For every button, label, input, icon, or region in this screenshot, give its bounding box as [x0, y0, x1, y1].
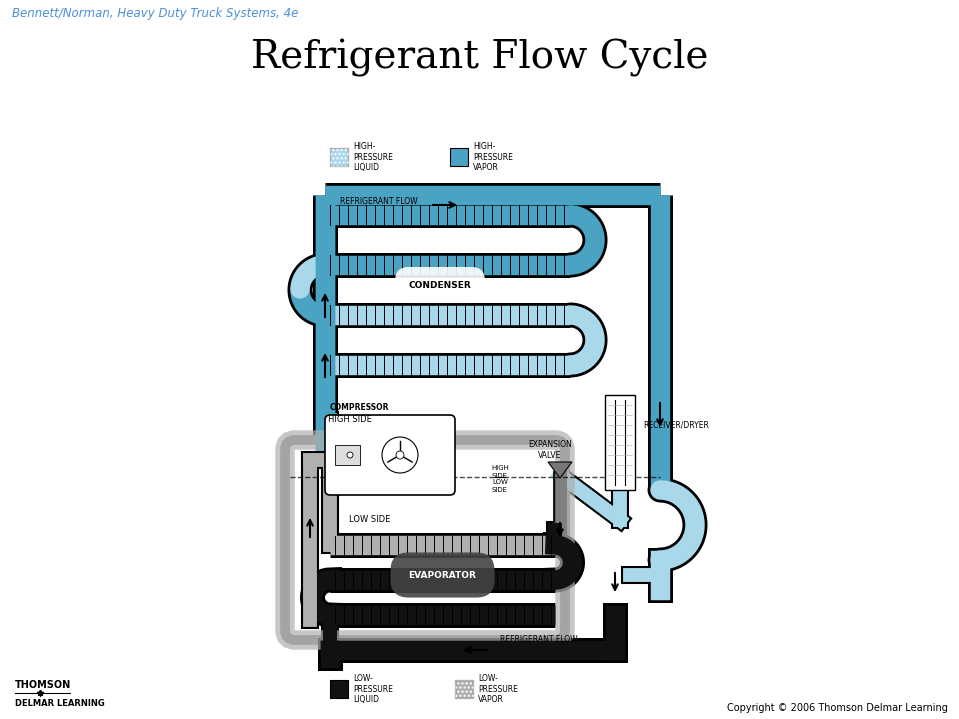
Circle shape: [382, 437, 418, 473]
Text: LOW-
PRESSURE
VAPOR: LOW- PRESSURE VAPOR: [478, 674, 518, 704]
Text: EXPANSION
VALVE: EXPANSION VALVE: [528, 440, 572, 459]
Text: REFRIGERANT FLOW: REFRIGERANT FLOW: [340, 198, 417, 206]
Text: HIGH-
PRESSURE
VAPOR: HIGH- PRESSURE VAPOR: [473, 142, 513, 172]
Text: HIGH SIDE: HIGH SIDE: [328, 416, 372, 424]
Bar: [455, 680, 473, 698]
Bar: [455, 680, 473, 698]
Circle shape: [347, 452, 353, 458]
Text: HIGH
SIDE: HIGH SIDE: [491, 465, 509, 479]
Bar: [330, 680, 348, 698]
Circle shape: [396, 451, 404, 459]
FancyBboxPatch shape: [285, 440, 565, 640]
Text: LOW-
PRESSURE
LIQUID: LOW- PRESSURE LIQUID: [353, 674, 393, 704]
Bar: [335, 445, 360, 465]
Text: RECEIVER/DRYER: RECEIVER/DRYER: [643, 421, 709, 429]
Text: HIGH-
PRESSURE
LIQUID: HIGH- PRESSURE LIQUID: [353, 142, 393, 172]
Text: LOW SIDE: LOW SIDE: [349, 516, 390, 524]
Text: COMPRESSOR: COMPRESSOR: [330, 403, 389, 413]
Text: THOMSON: THOMSON: [15, 680, 71, 690]
Text: Refrigerant Flow Cycle: Refrigerant Flow Cycle: [251, 39, 709, 77]
Bar: [450, 148, 468, 166]
FancyBboxPatch shape: [325, 415, 455, 495]
Text: CONDENSER: CONDENSER: [409, 280, 472, 290]
Text: REFRIGERANT FLOW: REFRIGERANT FLOW: [500, 636, 577, 644]
Text: EVAPORATOR: EVAPORATOR: [409, 570, 477, 580]
Bar: [330, 148, 348, 166]
Text: LOW
SIDE: LOW SIDE: [492, 480, 508, 493]
Text: Copyright © 2006 Thomson Delmar Learning: Copyright © 2006 Thomson Delmar Learning: [727, 703, 948, 713]
Bar: [330, 148, 348, 166]
Bar: [605, 395, 635, 490]
Text: DELMAR LEARNING: DELMAR LEARNING: [15, 698, 105, 707]
Text: Bennett/Norman, Heavy Duty Truck Systems, 4e: Bennett/Norman, Heavy Duty Truck Systems…: [12, 7, 298, 21]
Polygon shape: [548, 462, 572, 478]
